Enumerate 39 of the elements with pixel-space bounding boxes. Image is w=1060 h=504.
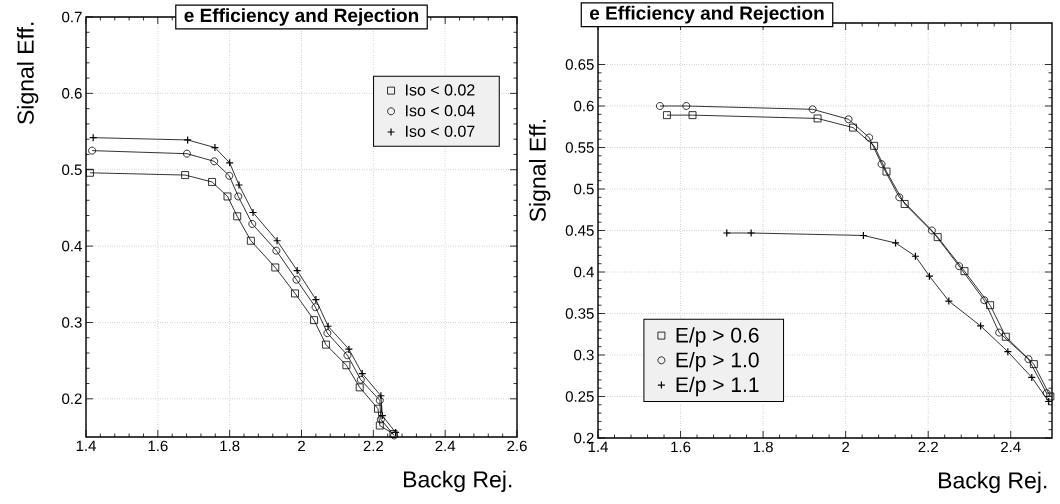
y-axis-title: Signal Eff.: [528, 120, 551, 222]
y-tick-label: 0.4: [62, 240, 82, 252]
x-tick-label: 1.6: [671, 441, 691, 453]
legend-label: Iso < 0.02: [406, 84, 475, 96]
x-tick-label: 2.6: [507, 440, 527, 452]
chart-title: e Efficiency and Rejection: [590, 5, 824, 24]
legend-label: Iso < 0.04: [406, 104, 475, 117]
chart-title: e Efficiency and Rejection: [184, 8, 419, 26]
x-tick-label: 2: [842, 441, 850, 453]
y-tick-label: 0.65: [565, 59, 594, 70]
legend-label: E/p > 1.0: [676, 351, 759, 372]
x-tick-label: 1.8: [753, 441, 773, 453]
y-tick-label: 0.45: [565, 225, 594, 236]
y-tick-label: 0.7: [62, 11, 82, 23]
legend-label: Iso < 0.07: [406, 125, 475, 137]
y-tick-label: 0.5: [62, 164, 82, 176]
x-tick-label: 1.4: [76, 440, 96, 451]
x-tick-label: 2.4: [1001, 441, 1021, 453]
x-tick-label: 2.2: [918, 441, 938, 453]
y-tick-label: 0.6: [62, 88, 82, 99]
legend-label: E/p > 0.6: [676, 327, 759, 347]
x-tick-label: 1.6: [148, 440, 168, 452]
x-tick-label: 2: [298, 440, 305, 452]
y-tick-label: 0.4: [574, 266, 594, 278]
y-tick-label: 0.5: [574, 183, 594, 195]
y-axis-title: Signal Eff.: [16, 22, 39, 125]
y-tick-label: 0.55: [565, 142, 594, 153]
x-axis-title: Backg Rej.: [404, 470, 512, 493]
y-tick-label: 0.2: [62, 393, 82, 405]
x-tick-label: 1.8: [220, 440, 240, 452]
y-tick-label: 0.3: [574, 349, 594, 361]
x-axis-title: Backg Rej.: [939, 471, 1047, 494]
legend-label: E/p > 1.1: [676, 376, 759, 397]
y-tick-label: 0.3: [62, 317, 82, 328]
y-tick-label: 0.25: [565, 391, 594, 402]
y-tick-label: 0.6: [574, 100, 594, 112]
y-tick-label: 0.35: [565, 308, 594, 319]
x-tick-label: 2.4: [435, 440, 456, 452]
x-tick-label: 2.2: [363, 440, 384, 452]
